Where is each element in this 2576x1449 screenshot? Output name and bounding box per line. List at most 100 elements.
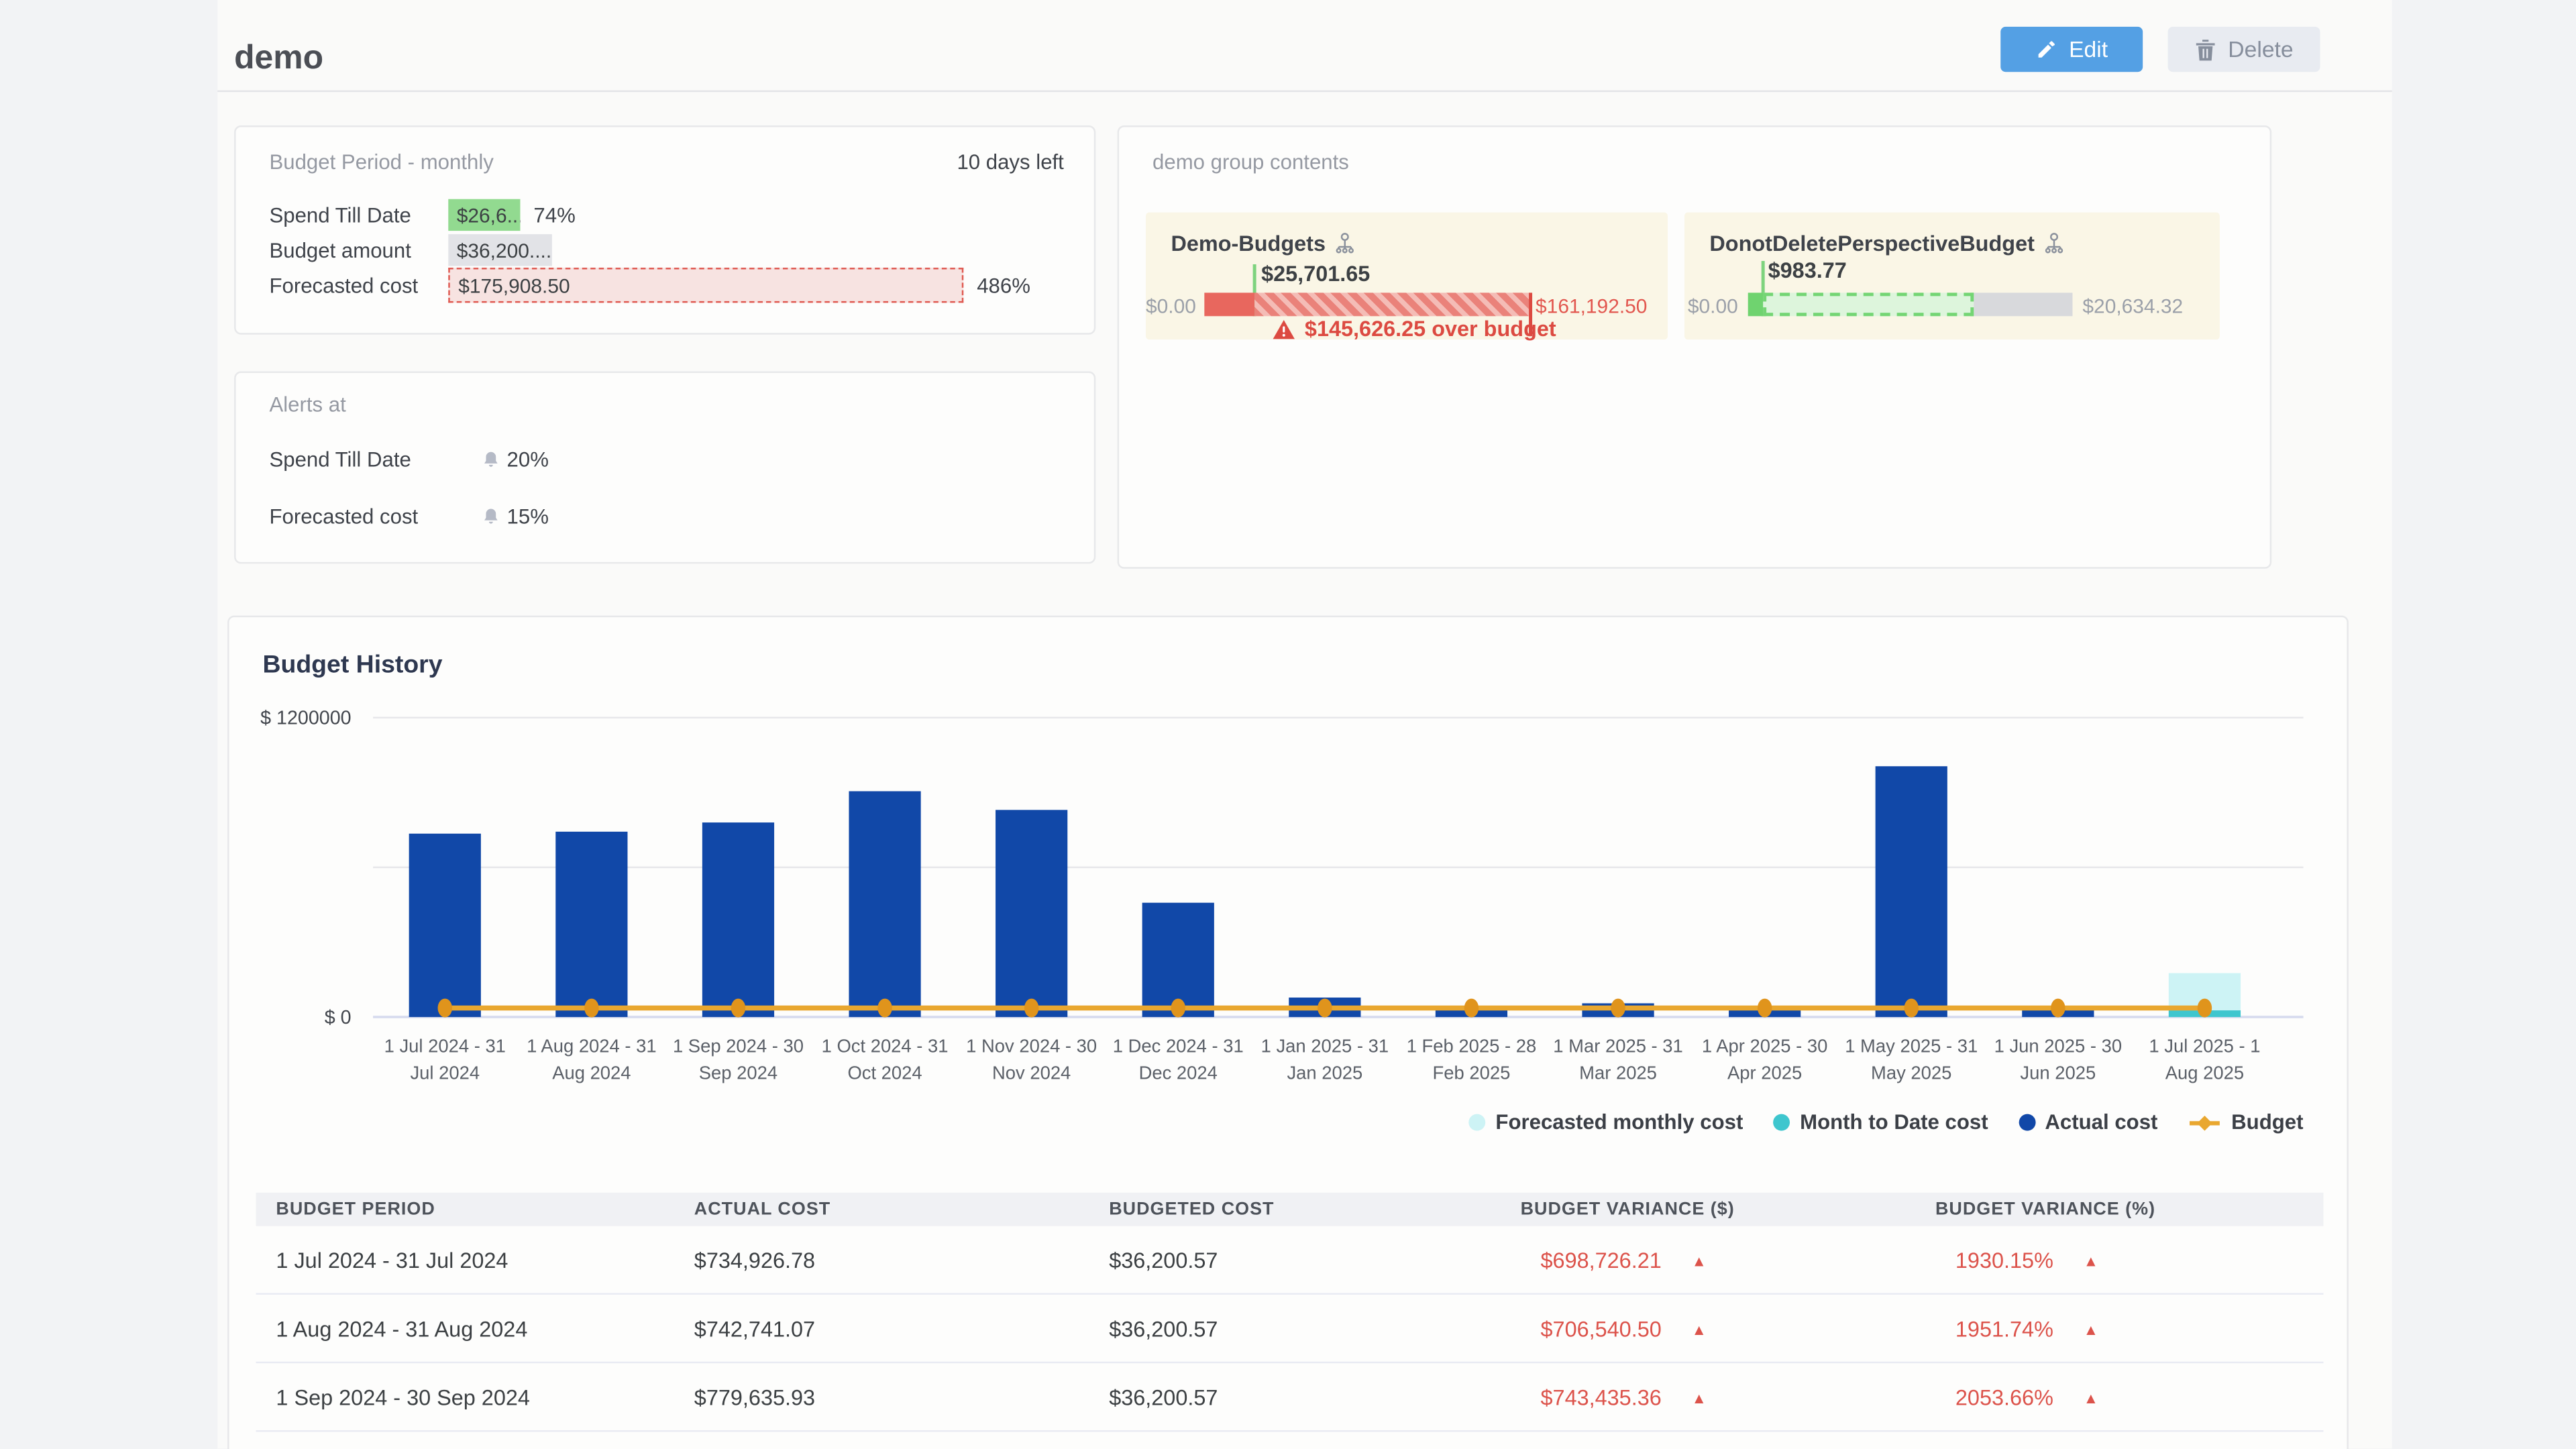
bell-icon [482,450,500,470]
legend-item[interactable]: Forecasted monthly cost [1468,1110,1743,1134]
x-axis-label: Jun 2025 [2020,1062,2096,1083]
spend-till-date-chip: $26,6... [448,199,521,231]
cell-variance-pct: 1951.74% ▲ [1955,1316,2099,1341]
alert-spend-label: Spend Till Date [269,448,411,472]
budget-history-chart: $ 1200000 $ 0 1 Jul 2024 - 31 Jul 2024 1 Aug… [260,708,2304,1083]
cell-variance-usd: $698,726.21 ▲ [1540,1246,1707,1273]
cell-actual: $734,926.78 [694,1246,816,1273]
legend-item[interactable]: Month to Date cost [1773,1111,1988,1134]
cell-budgeted: $36,200.57 [1109,1316,1218,1341]
up-triangle-icon: ▲ [2083,1252,2099,1269]
x-axis-label: 1 Jul 2024 - 31 [384,1035,506,1056]
budget-line-marker [1611,998,1625,1018]
x-axis-label: 1 Jun 2025 - 30 [1994,1035,2122,1056]
alert-forecast-label: Forecasted cost [269,505,419,529]
legend-label: Budget [2231,1110,2304,1134]
budget-line-marker [1024,998,1039,1018]
cell-variance-pct: 2053.66% ▲ [1955,1384,2099,1409]
col-actual-cost: ACTUAL COST [694,1199,831,1220]
budget-history-title: Budget History [262,650,443,680]
legend-item[interactable]: Actual cost [2018,1110,2158,1134]
up-triangle-icon: ▲ [2083,1389,2099,1406]
budget-amount-row: Budget amount $36,200.... [269,233,552,268]
up-triangle-icon: ▲ [1691,1320,1707,1338]
budget-tile-name: DonotDeletePerspectiveBudget [1709,231,2035,256]
legend-dot-icon [2018,1114,2035,1131]
remaining-segment [1974,292,2073,317]
x-axis-label: 1 Mar 2025 - 31 [1553,1035,1682,1056]
cell-actual: $779,635.93 [694,1384,816,1409]
cell-period: 1 Aug 2024 - 31 Aug 2024 [276,1316,528,1341]
budget-line-marker [1757,998,1772,1018]
spend-segment [1204,292,1255,317]
spend-till-date-row: Spend Till Date $26,6... 74% [269,197,576,232]
overbudget-marker-line [1529,292,1532,337]
x-axis-label: Jul 2024 [410,1062,480,1083]
overbudget-alert: $145,626.25 over budget [1273,316,1556,341]
legend-item[interactable]: Budget [2188,1110,2304,1134]
budget-tile-name-row: DonotDeletePerspectiveBudget [1709,231,2064,256]
x-axis-label: 1 Feb 2025 - 28 [1407,1035,1537,1056]
days-left-text: 10 days left [957,150,1064,174]
budget-line-marker [1904,998,1919,1018]
spend-segment [1748,292,1764,317]
budget-tile-name: Demo-Budgets [1171,231,1326,256]
table-header-row: BUDGET PERIOD ACTUAL COST BUDGETED COST … [256,1192,2324,1226]
x-axis-label: Nov 2024 [992,1062,1071,1083]
budget-period-title: Budget Period - monthly [269,150,494,174]
warning-icon [1273,319,1295,339]
budget-tile-name-row: Demo-Budgets [1171,231,1355,256]
x-axis-label: 1 Sep 2024 - 30 [673,1035,804,1056]
forecasted-cost-percent: 486% [977,273,1030,297]
budget-amount-label: Budget amount [269,238,411,262]
cell-variance-usd: $706,540.50 ▲ [1540,1316,1707,1341]
header-divider [217,90,2392,93]
alert-row-spend: Spend Till Date 20% [269,448,548,472]
legend-label: Actual cost [2045,1110,2158,1134]
legend-dot-icon [1468,1114,1486,1131]
bar-actual [1142,902,1214,1018]
budget-tile-max: $20,634.32 [2082,294,2184,318]
x-axis-label: 1 Aug 2024 - 31 [527,1035,657,1056]
budget-amount-chip: $36,200.... [448,234,552,266]
budget-tile-donotdelete[interactable]: DonotDeletePerspectiveBudget $983.77 $0.… [1684,212,2220,340]
budget-tile-progressbar [1204,292,1529,317]
cell-budgeted: $36,200.57 [1109,1246,1218,1273]
bar-actual [849,791,921,1018]
col-budgeted-cost: BUDGETED COST [1109,1199,1275,1220]
overbudget-alert-text: $145,626.25 over budget [1304,316,1556,341]
x-axis-label: 1 Jan 2025 - 31 [1261,1035,1389,1056]
x-axis-label: Aug 2024 [552,1062,631,1083]
budget-tile-demo-budgets[interactable]: Demo-Budgets $25,701.65 $0.00 $161,192.5 [1146,212,1668,341]
legend-label: Forecasted monthly cost [1495,1110,1743,1134]
x-axis-label: 1 Apr 2025 - 30 [1702,1035,1827,1056]
x-axis-label: Feb 2025 [1433,1062,1511,1083]
up-triangle-icon: ▲ [1691,1252,1707,1269]
forecasted-cost-row: Forecasted cost $175,908.50 486% [269,267,1030,303]
x-axis-label: 1 May 2025 - 31 [1845,1035,1978,1056]
y-axis-label: $ 1200000 [260,708,351,729]
group-contents-card: demo group contents Demo-Budgets $25,701… [1117,125,2272,569]
edit-button-label: Edit [2069,36,2108,62]
alert-forecast-value: 15% [506,505,549,529]
budget-line-marker [731,998,746,1018]
x-axis-label: Sep 2024 [699,1062,777,1083]
legend-line-diamond-icon [2188,1113,2221,1131]
budget-line-marker [1464,998,1479,1018]
current-value-tick [1252,264,1256,317]
group-contents-title: demo group contents [1152,150,1349,174]
x-axis-label: 1 Oct 2024 - 31 [822,1035,949,1056]
bar-actual [409,833,481,1018]
spend-till-date-label: Spend Till Date [269,203,411,227]
col-budget-period: BUDGET PERIOD [276,1199,435,1220]
table-row: 1 Sep 2024 - 30 Sep 2024 $779,635.93 $36… [256,1363,2324,1432]
budget-history-table: BUDGET PERIOD ACTUAL COST BUDGETED COST … [256,1192,2324,1432]
x-axis-label: May 2025 [1871,1062,1951,1083]
budget-tile-current-value: $25,701.65 [1261,260,1371,286]
table-row: 1 Aug 2024 - 31 Aug 2024 $742,741.07 $36… [256,1295,2324,1364]
edit-button[interactable]: Edit [2000,26,2143,72]
x-axis-label: Oct 2024 [847,1062,922,1083]
delete-button[interactable]: Delete [2167,26,2320,72]
trash-icon [2194,38,2216,61]
